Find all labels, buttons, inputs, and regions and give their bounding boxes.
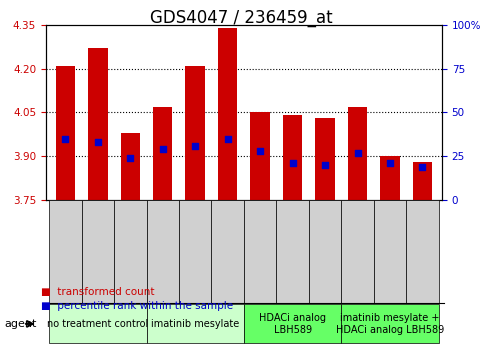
Bar — [413, 162, 432, 200]
Bar — [348, 107, 367, 200]
Point — [61, 136, 69, 142]
Point — [159, 146, 167, 152]
Point — [94, 139, 102, 145]
Point — [127, 155, 134, 161]
Text: ■  percentile rank within the sample: ■ percentile rank within the sample — [41, 301, 233, 311]
Bar — [88, 48, 108, 200]
Bar — [121, 133, 140, 200]
Text: no treatment control: no treatment control — [47, 319, 148, 329]
Point — [419, 164, 426, 170]
Bar — [283, 115, 302, 200]
Text: HDACi analog
LBH589: HDACi analog LBH589 — [259, 313, 326, 335]
Text: GDS4047 / 236459_at: GDS4047 / 236459_at — [150, 9, 333, 27]
Bar — [315, 118, 335, 200]
Point — [354, 150, 361, 155]
Bar — [380, 156, 400, 200]
Point — [256, 148, 264, 154]
Point — [224, 136, 231, 142]
Text: imatinib mesylate +
HDACi analog LBH589: imatinib mesylate + HDACi analog LBH589 — [336, 313, 444, 335]
Bar — [56, 65, 75, 200]
Bar — [218, 28, 238, 200]
Text: ■  transformed count: ■ transformed count — [41, 287, 155, 297]
Point — [386, 160, 394, 166]
Text: agent: agent — [5, 319, 37, 329]
Point — [321, 162, 329, 168]
Point — [191, 143, 199, 149]
Bar — [250, 113, 270, 200]
Bar — [185, 65, 205, 200]
Text: imatinib mesylate: imatinib mesylate — [151, 319, 240, 329]
Bar — [153, 107, 172, 200]
Point — [289, 160, 297, 166]
